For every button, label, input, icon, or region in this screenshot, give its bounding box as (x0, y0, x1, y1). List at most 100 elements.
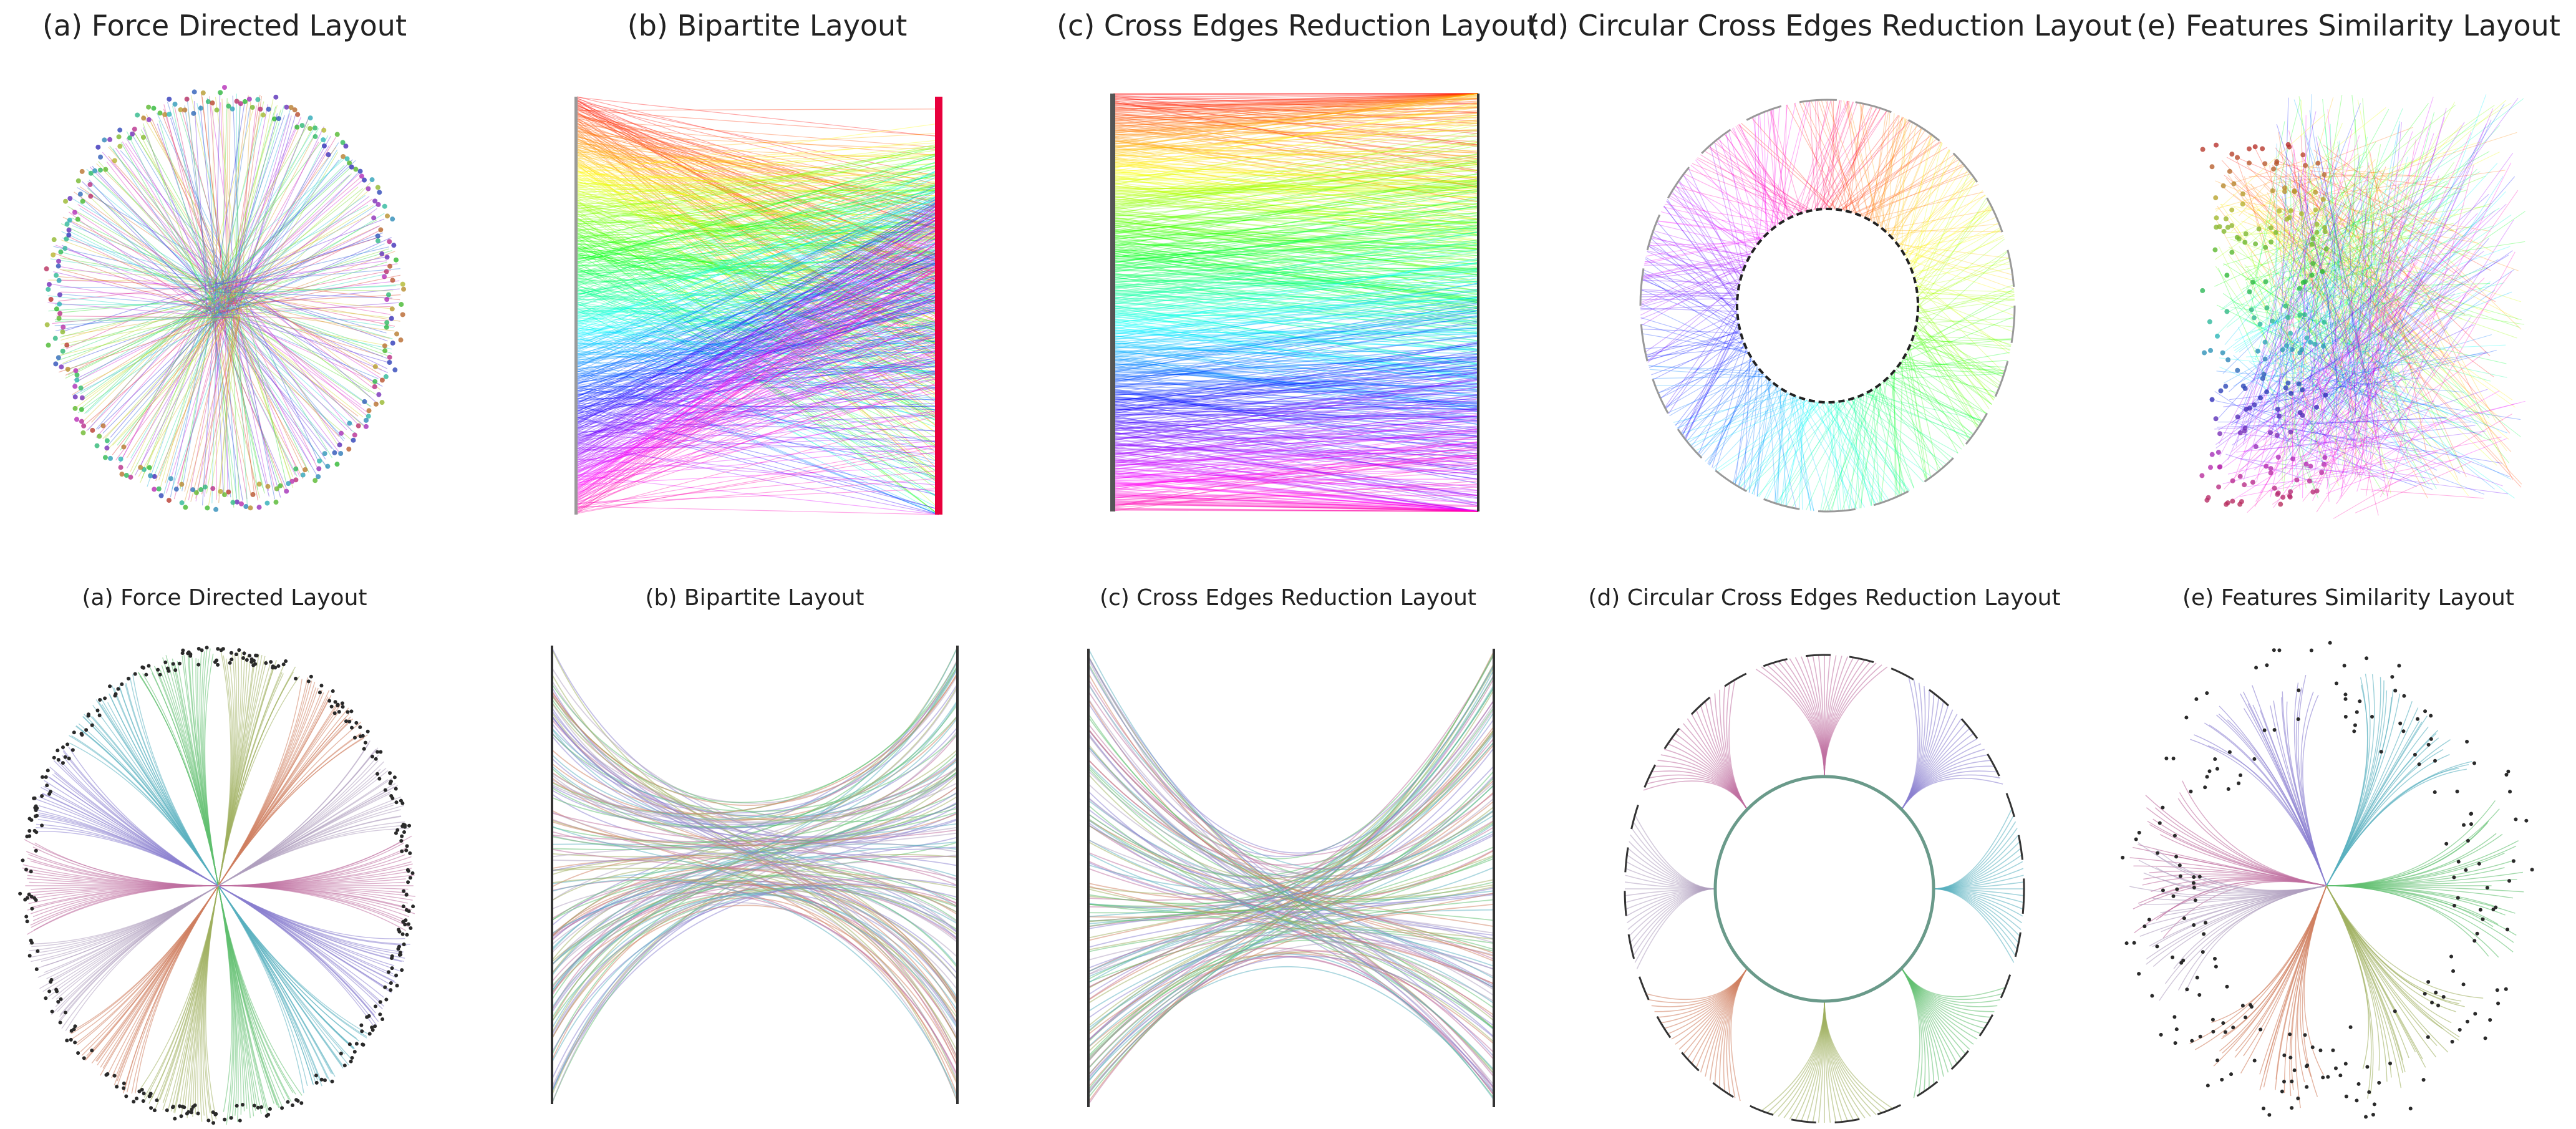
edge (576, 223, 939, 298)
edge (576, 151, 939, 376)
edge (1113, 93, 1479, 132)
node (51, 237, 57, 243)
edge (2308, 255, 2370, 442)
edge (576, 201, 939, 380)
edge (62, 216, 217, 291)
edge (576, 123, 939, 174)
edge (1850, 399, 1939, 473)
edge (576, 170, 939, 435)
edge (2291, 428, 2375, 445)
edge (1913, 335, 2012, 341)
edge (2234, 302, 2507, 364)
edge (215, 125, 316, 292)
edge (225, 232, 384, 293)
edge (82, 181, 219, 316)
node (198, 487, 204, 492)
edge (1827, 390, 1871, 512)
edge (2378, 101, 2456, 253)
edge (2328, 200, 2385, 228)
edge (2292, 123, 2343, 244)
edge (209, 141, 322, 289)
edge (1891, 374, 1902, 495)
edge (1113, 470, 1479, 512)
edge (2302, 221, 2398, 263)
edge (576, 311, 939, 364)
edge (1113, 273, 1479, 342)
edge (576, 506, 939, 515)
edge (1113, 455, 1479, 478)
edge (576, 227, 939, 369)
edge (2326, 885, 2388, 1082)
edge (213, 218, 385, 286)
edge (229, 315, 380, 385)
edge (576, 293, 939, 298)
edge (1113, 472, 1479, 492)
edge (576, 223, 939, 380)
top-circular-cross-edges-graph (1639, 99, 2016, 513)
edge (74, 296, 242, 380)
edge (576, 204, 939, 409)
edge (1113, 93, 1479, 134)
edge (1113, 266, 1479, 269)
edge (218, 885, 233, 1112)
edge (215, 314, 217, 500)
node (2242, 240, 2248, 245)
edge (2288, 109, 2390, 294)
edge (1113, 93, 1479, 136)
edge (576, 470, 939, 505)
node (2466, 838, 2470, 843)
edge (134, 132, 240, 309)
edge (576, 186, 939, 235)
edge (576, 281, 939, 350)
edge (576, 199, 939, 508)
node (2421, 1078, 2426, 1082)
edge (2375, 162, 2455, 273)
edge (1113, 187, 1479, 194)
edge (1113, 368, 1479, 402)
edge (2255, 409, 2485, 495)
edge (1113, 300, 1479, 352)
edge (1113, 398, 1479, 417)
edge (61, 294, 218, 341)
edge (1113, 319, 1479, 390)
edge (576, 294, 939, 399)
edge (576, 199, 939, 261)
edge (209, 195, 366, 308)
edge (2272, 207, 2341, 269)
node (238, 1118, 242, 1123)
edge (2333, 238, 2381, 329)
node (2297, 410, 2303, 415)
edge (2322, 255, 2401, 448)
edge (1113, 457, 1479, 487)
edge (576, 251, 939, 420)
edge (576, 241, 939, 487)
edge (1088, 699, 1494, 897)
edge (2322, 198, 2368, 216)
node (2309, 241, 2315, 247)
edge (2348, 191, 2506, 357)
edge (1647, 250, 1743, 272)
edge (1113, 138, 1479, 202)
edge (576, 144, 939, 218)
node (2282, 185, 2288, 191)
edge (2313, 215, 2512, 352)
edge (1916, 320, 1992, 405)
edge (1640, 298, 1738, 301)
edge (1113, 248, 1479, 320)
edge (576, 328, 939, 497)
edge (2270, 168, 2381, 399)
node (67, 756, 71, 760)
node (370, 754, 375, 758)
edge (576, 153, 939, 286)
edge (1113, 185, 1479, 241)
edge (576, 129, 939, 230)
edge (576, 451, 939, 513)
node (171, 1105, 175, 1110)
node (179, 482, 185, 487)
node (371, 215, 377, 221)
edge (1113, 412, 1479, 421)
edge (1113, 142, 1479, 215)
edge (1770, 109, 1789, 219)
node (64, 342, 70, 348)
edge (1728, 130, 1761, 242)
